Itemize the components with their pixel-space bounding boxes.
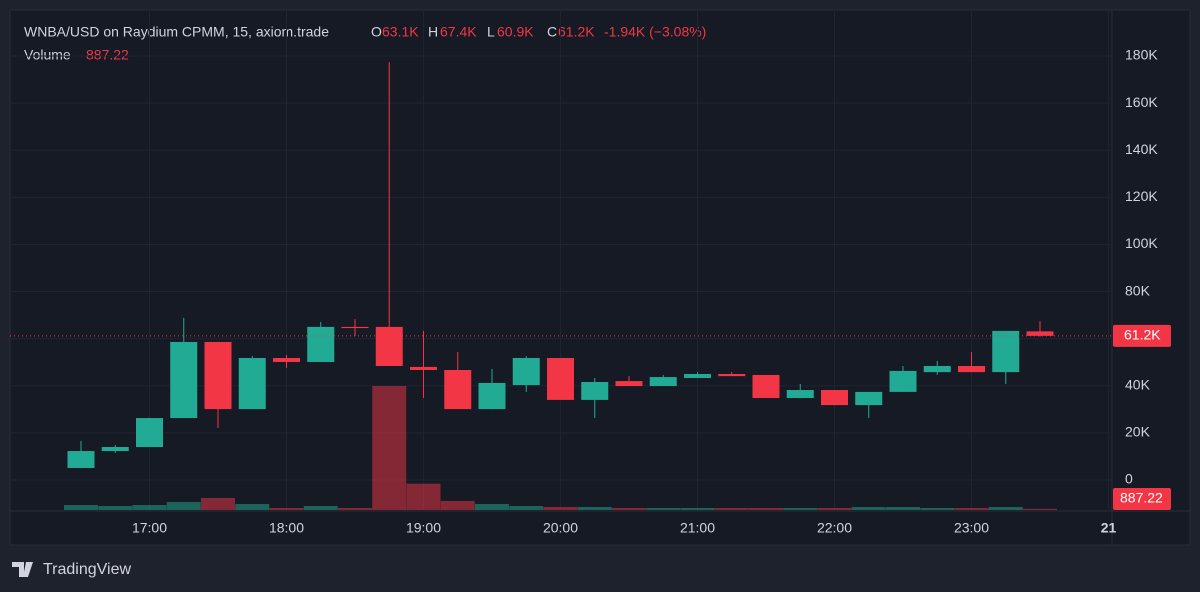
last-price-label: 61.2K xyxy=(1124,327,1161,343)
x-tick-label: 20:00 xyxy=(543,520,578,536)
volume-bar xyxy=(338,507,372,510)
last-volume-box xyxy=(1113,488,1171,510)
volume-bar xyxy=(440,500,475,510)
volume-bar xyxy=(612,507,646,510)
volume-value: 887.22 xyxy=(86,47,129,63)
header: WNBA/USD on Raydium CPMM, 15, axiom.trad… xyxy=(24,24,706,63)
candle-body xyxy=(101,447,129,452)
last-volume-label: 887.22 xyxy=(1120,490,1163,506)
volume-bar xyxy=(817,507,852,510)
volume-bar xyxy=(509,505,544,510)
l-value: 60.9K xyxy=(497,24,534,40)
candle-body xyxy=(512,357,540,386)
x-tick-label: 22:00 xyxy=(817,520,852,536)
candle-body xyxy=(855,391,883,406)
candle-body xyxy=(67,451,95,468)
chart-title: WNBA/USD on Raydium CPMM, 15, axiom.trad… xyxy=(24,24,329,40)
volume-bar xyxy=(132,504,167,510)
candle-body xyxy=(204,341,232,410)
candle-body xyxy=(136,418,163,448)
volume-bar xyxy=(954,507,989,510)
chart-panel xyxy=(9,9,1191,546)
candle-body xyxy=(821,390,848,406)
candle-body xyxy=(718,374,746,377)
y-tick-label: 20K xyxy=(1125,424,1151,440)
candle-body xyxy=(786,390,814,399)
x-tick-label: 18:00 xyxy=(269,520,304,536)
x-tick-label: 21 xyxy=(1101,520,1117,536)
volume-bar xyxy=(851,506,886,510)
h-value: 67.4K xyxy=(440,24,477,40)
volume-bar xyxy=(235,503,270,510)
y-tick-label: 180K xyxy=(1125,47,1158,63)
candle-body xyxy=(444,369,472,410)
y-tick-label: 40K xyxy=(1125,376,1151,392)
x-tick-label: 17:00 xyxy=(132,520,167,536)
candle-body xyxy=(410,366,437,370)
candle-body xyxy=(684,374,711,379)
y-tick-label: 0 xyxy=(1125,471,1133,487)
c-label: C xyxy=(547,24,557,40)
candle-body xyxy=(341,326,369,329)
candle-body xyxy=(958,365,985,373)
volume-bar xyxy=(714,507,749,510)
volume-bar xyxy=(64,504,98,510)
y-tick-label: 140K xyxy=(1125,141,1158,157)
brand-logo: TradingView xyxy=(12,561,131,578)
l-label: L xyxy=(487,24,495,40)
volume-bar xyxy=(646,507,681,510)
logo-icon xyxy=(12,562,33,577)
candle-body xyxy=(170,341,198,419)
y-tick-label: 100K xyxy=(1125,235,1158,251)
volume-bar xyxy=(98,505,133,510)
volume-bar xyxy=(680,507,715,510)
volume-bar xyxy=(166,501,201,510)
y-tick-label: 160K xyxy=(1125,94,1158,110)
volume-bar xyxy=(475,503,509,510)
volume-bar xyxy=(406,483,441,510)
candle-body xyxy=(649,377,677,387)
candle-body xyxy=(615,381,643,387)
volume-bar xyxy=(269,507,304,510)
candle-body xyxy=(923,365,951,373)
volume-bar xyxy=(1023,508,1057,510)
y-tick-label: 120K xyxy=(1125,188,1158,204)
volume-bar xyxy=(543,506,578,510)
last-price-box xyxy=(1113,324,1171,347)
volume-bar xyxy=(201,497,235,510)
brand: TradingView xyxy=(43,561,131,578)
volume-bar xyxy=(749,507,783,510)
volume-bar xyxy=(783,507,818,510)
volume-bar xyxy=(920,507,955,510)
volume-bar xyxy=(372,386,407,510)
candle-body xyxy=(547,357,574,400)
candle-body xyxy=(478,382,506,410)
candle-body xyxy=(375,326,403,366)
candle-body xyxy=(581,382,609,400)
candle-body xyxy=(238,357,266,410)
volume-bar xyxy=(886,506,920,510)
change: -1.94K (−3.08%) xyxy=(604,24,706,40)
candle-body xyxy=(307,326,335,362)
o-label: O xyxy=(371,24,382,40)
y-tick-label: 80K xyxy=(1125,282,1151,298)
volume-label: Volume xyxy=(24,47,71,63)
candle-body xyxy=(752,374,780,399)
x-tick-label: 21:00 xyxy=(680,520,715,536)
h-label: H xyxy=(428,24,438,40)
c-value: 61.2K xyxy=(558,24,595,40)
volume-bar xyxy=(577,506,612,510)
volume-bar xyxy=(303,505,338,510)
x-tick-label: 19:00 xyxy=(406,520,441,536)
o-value: 63.1K xyxy=(382,24,419,40)
volume-bar xyxy=(988,506,1023,510)
candle-body xyxy=(889,370,917,392)
candle-body xyxy=(1026,331,1054,336)
candle-body xyxy=(273,357,300,362)
x-tick-label: 23:00 xyxy=(954,520,989,536)
candle-body xyxy=(992,330,1020,373)
